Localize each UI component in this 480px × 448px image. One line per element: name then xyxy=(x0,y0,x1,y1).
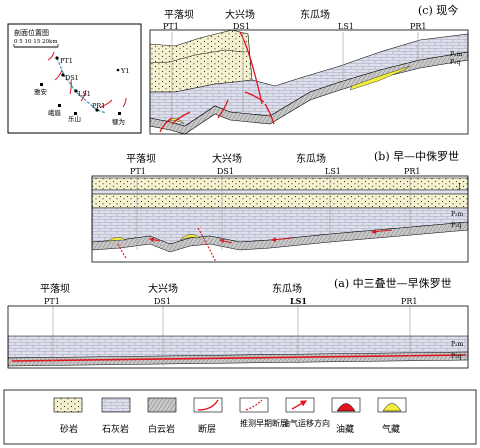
panel-b-early-middle-jurassic: (b) 早—中侏罗世 平落坝 大兴场 东瓜场 PT1 DS1 LS1 PR1 xyxy=(91,150,469,263)
section-line xyxy=(56,57,107,114)
legend-inferred-fault-label: 推测早期断层 xyxy=(240,418,288,428)
map-wells: PT1 DS1 LS1 PR1 Y1 xyxy=(55,56,129,112)
panel-a-formation-p2m: P₂m xyxy=(451,341,463,348)
legend-sandstone-swatch xyxy=(53,397,83,413)
legend-oil-label: 油藏 xyxy=(336,423,354,435)
map-well-ls1: LS1 xyxy=(78,90,91,98)
panel-c-place-pingluoba: 平落坝 xyxy=(164,9,194,21)
panel-c-frame xyxy=(149,29,469,135)
city-leshan: 乐山 xyxy=(68,114,81,123)
panel-c-title: (c) 现今 xyxy=(418,3,458,17)
city-qianwei: 犍为 xyxy=(112,117,125,126)
panel-c-well-ds1: DS1 xyxy=(233,22,250,31)
migration-arrow-icon xyxy=(291,400,308,410)
panel-b-formation-p2m: P₂m xyxy=(451,211,463,218)
map-well-y1: Y1 xyxy=(120,67,129,75)
location-map: 剖面位置图 0 5 10 15 20km PT1 DS1 LS1 PR1 xyxy=(7,23,142,134)
panel-a-formation-p2q: P₂q xyxy=(451,353,461,360)
panel-c-well-ls1: LS1 xyxy=(338,22,354,31)
panel-c-place-daxingchang: 大兴场 xyxy=(225,8,255,21)
panel-c-sand-boundary xyxy=(149,49,246,64)
legend-fault-label: 断层 xyxy=(198,423,216,435)
legend-dolomite-swatch xyxy=(147,397,177,413)
panel-c-formation-p2q: P₂q xyxy=(450,59,460,66)
panel-b-place-pingluoba: 平落坝 xyxy=(126,153,156,165)
legend-limestone-label: 石灰岩 xyxy=(102,423,129,435)
inferred-fault-icon xyxy=(245,399,263,411)
panel-b-formation-j: J xyxy=(457,183,461,190)
panel-b-well-ls1: LS1 xyxy=(325,167,341,176)
panel-b-well-lines xyxy=(136,176,411,250)
legend-fault-box xyxy=(193,397,223,413)
panel-b-lime-thin xyxy=(91,189,469,195)
panel-b-inferred-faults xyxy=(117,227,217,263)
panel-a-title: (a) 中三叠世—早侏罗世 xyxy=(334,277,452,290)
panel-b-sandstone-upper xyxy=(91,177,469,191)
panel-b-well-ds1: DS1 xyxy=(217,167,234,176)
panel-b-frame xyxy=(91,175,469,263)
panel-a-well-ds1: DS1 xyxy=(154,297,171,306)
panel-b-gas-pocket-2 xyxy=(179,234,201,241)
panel-b-place-daxingchang: 大兴场 xyxy=(212,152,242,165)
panel-a-well-pr1: PR1 xyxy=(401,297,418,306)
panel-b-formation-p2q: P₂q xyxy=(451,222,461,229)
panel-c-well-pt1: PT1 xyxy=(163,22,179,31)
panel-b-sandstone-lower xyxy=(91,193,469,209)
panel-a-place-pingluoba: 平落坝 xyxy=(40,283,70,295)
map-well-pr1: PR1 xyxy=(92,102,105,110)
panel-b-well-pt1: PT1 xyxy=(130,167,146,176)
panel-c-well-pr1: PR1 xyxy=(410,22,427,31)
legend: 砂岩 石灰岩 白云岩 断层 推测早期断层 油气运移方向 油藏 气藏 xyxy=(3,389,477,445)
panel-c-present: (c) 现今 平落坝 大兴场 东瓜场 PT1 DS1 LS1 PR1 xyxy=(149,3,469,135)
panel-a-middle-triassic-early-jurassic: (a) 中三叠世—早侏罗世 平落坝 大兴场 东瓜场 PT1 DS1 LS1 PR… xyxy=(7,277,469,369)
panel-a-well-ls1: LS1 xyxy=(290,296,307,306)
map-cities: 雅安 峨眉 乐山 犍为 xyxy=(34,83,125,126)
map-faults xyxy=(47,51,127,108)
panel-a-place-dongguachang: 东瓜场 xyxy=(272,282,302,295)
location-map-title: 剖面位置图 xyxy=(14,28,49,37)
panel-a-well-pt1: PT1 xyxy=(44,297,60,306)
scale-bar: 0 5 10 15 20km xyxy=(13,39,59,48)
panel-c-well-lines xyxy=(171,32,419,128)
map-well-ds1: DS1 xyxy=(65,74,79,82)
panel-c-gas-reservoir xyxy=(349,65,411,91)
panel-a-oil-band xyxy=(11,354,467,362)
scale-bar-label: 0 5 10 15 20km xyxy=(14,39,58,45)
panel-a-place-daxingchang: 大兴场 xyxy=(148,282,178,295)
legend-inferred-fault-box xyxy=(239,397,269,413)
legend-migration-label: 油气运移方向 xyxy=(282,418,330,428)
legend-dolomite-label: 白云岩 xyxy=(148,423,175,435)
panel-c-faults xyxy=(159,31,275,133)
fault-icon xyxy=(197,399,219,411)
legend-gas-label: 气藏 xyxy=(382,423,400,435)
panel-c-formation-p2m: P₂m xyxy=(450,51,462,58)
map-well-pt1: PT1 xyxy=(60,57,73,65)
legend-sandstone-label: 砂岩 xyxy=(60,423,78,435)
gas-reservoir-icon xyxy=(382,403,402,412)
legend-limestone-swatch xyxy=(101,397,131,413)
panel-b-title: (b) 早—中侏罗世 xyxy=(374,150,459,163)
panel-c-place-dongguachang: 东瓜场 xyxy=(300,8,330,21)
panel-a-well-lines xyxy=(52,306,411,366)
panel-b-place-dongguachang: 东瓜场 xyxy=(296,152,326,165)
city-yaan: 雅安 xyxy=(34,87,48,96)
city-emei: 峨眉 xyxy=(48,108,61,117)
legend-frame xyxy=(3,389,477,445)
panel-a-frame xyxy=(7,305,469,369)
panel-b-gas-pocket-1 xyxy=(107,237,127,242)
panel-b-well-pr1: PR1 xyxy=(404,167,421,176)
oil-reservoir-icon xyxy=(336,403,356,412)
